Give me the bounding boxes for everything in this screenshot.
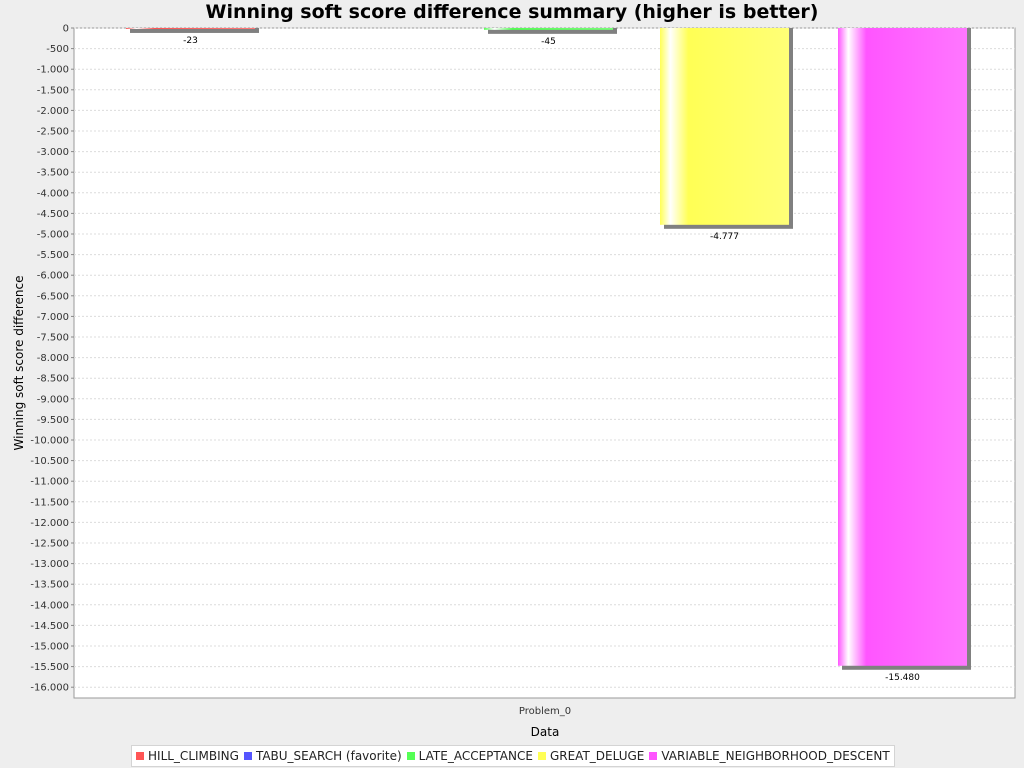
y-tick-label: -5.500 [37, 250, 69, 261]
bar-great-deluge [660, 28, 789, 225]
y-tick-label: -9.500 [37, 415, 69, 426]
y-tick-label: -6.500 [37, 291, 69, 302]
bar-value-label: -23 [183, 36, 198, 46]
legend-item-great-deluge: GREAT_DELUGE [537, 749, 645, 763]
bar-hill-climbing [126, 28, 255, 29]
y-tick-label: -3.000 [37, 147, 69, 158]
bar-value-label: -4.777 [710, 232, 739, 242]
legend-label: LATE_ACCEPTANCE [418, 749, 533, 763]
bars [126, 28, 971, 670]
y-tick-label: -7.500 [37, 333, 69, 344]
y-tick-label: -15.000 [30, 642, 69, 653]
legend-swatch [406, 752, 415, 760]
y-tick-label: -10.500 [30, 456, 69, 467]
legend-swatch [649, 752, 658, 760]
legend-label: HILL_CLIMBING [148, 749, 239, 763]
y-tick-label: -500 [46, 44, 69, 55]
y-tick-label: -10.000 [30, 436, 69, 447]
bar-shadow [130, 28, 259, 33]
y-tick-label: -11.000 [30, 477, 69, 488]
bar-variable-neighborhood-descent [838, 28, 967, 666]
y-tick-label: 0 [63, 24, 69, 35]
y-tick-label: -4.000 [37, 188, 69, 199]
y-tick-label: -16.000 [30, 683, 69, 694]
y-tick-label: -8.000 [37, 353, 69, 364]
y-tick-label: -3.500 [37, 168, 69, 179]
legend-item-late-acceptance: LATE_ACCEPTANCE [406, 749, 533, 763]
chart-title: Winning soft score difference summary (h… [206, 1, 819, 23]
legend-label: VARIABLE_NEIGHBORHOOD_DESCENT [661, 749, 890, 763]
x-tick-label: Problem_0 [519, 706, 571, 717]
y-tick-label: -15.500 [30, 662, 69, 673]
bar-value-label: -15.480 [885, 673, 920, 683]
y-tick-label: -1.000 [37, 65, 69, 76]
y-tick-label: -8.500 [37, 374, 69, 385]
legend-label: TABU_SEARCH (favorite) [255, 749, 402, 763]
y-tick-label: -2.000 [37, 106, 69, 117]
legend-swatch [136, 752, 144, 760]
y-tick-label: -7.000 [37, 312, 69, 323]
y-tick-label: -13.000 [30, 559, 69, 570]
legend-swatch [537, 752, 546, 760]
legend-item-tabu-search: TABU_SEARCH (favorite) [243, 749, 402, 763]
y-axis-ticks: 0 -500 -1.000 -1.500 -2.000 -2.500 -3.000 -3.50… [30, 24, 74, 694]
x-axis-label: Data [531, 725, 560, 739]
legend-item-hill-climbing: HILL_CLIMBING [136, 749, 239, 763]
legend-label: GREAT_DELUGE [549, 749, 645, 763]
y-tick-label: -5.000 [37, 230, 69, 241]
y-tick-label: -12.500 [30, 539, 69, 550]
y-tick-label: -12.000 [30, 518, 69, 529]
data-labels: -23 -45 -4.777 -15.480 [183, 36, 920, 683]
y-tick-label: -4.500 [37, 209, 69, 220]
y-tick-label: -2.500 [37, 127, 69, 138]
y-tick-label: -13.500 [30, 580, 69, 591]
y-tick-label: -14.500 [30, 621, 69, 632]
y-axis-label: Winning soft score difference [12, 276, 26, 451]
legend-swatch [243, 752, 252, 760]
bar-shadow [488, 28, 617, 34]
y-tick-label: -1.500 [37, 85, 69, 96]
bar-value-label: -45 [541, 37, 556, 47]
legend-item-variable-neighborhood-descent: VARIABLE_NEIGHBORHOOD_DESCENT [649, 749, 890, 763]
bar-late-acceptance [484, 28, 613, 30]
y-tick-label: -14.000 [30, 600, 69, 611]
y-tick-label: -11.500 [30, 497, 69, 508]
y-tick-label: -9.000 [37, 394, 69, 405]
y-tick-label: -6.000 [37, 271, 69, 282]
legend: HILL_CLIMBING TABU_SEARCH (favorite) LAT… [131, 745, 895, 767]
